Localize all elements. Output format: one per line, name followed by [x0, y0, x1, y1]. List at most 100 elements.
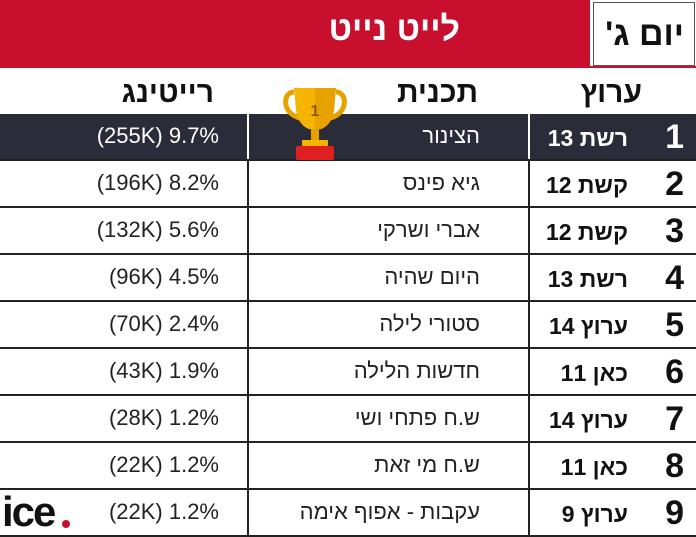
rank-number: 9 — [665, 494, 684, 532]
rank-cell: 5 — [646, 302, 696, 347]
row-separator — [0, 300, 696, 302]
rank-cell: 6 — [646, 349, 696, 394]
ratings-table: 1 רשת 13 הצינור (255K) 9.7% 2 קשת 12 גיא פינס (… — [0, 114, 696, 537]
program-name: סטורי לילה — [379, 311, 480, 336]
program-cell: ש.ח פתחי ושי — [249, 396, 528, 441]
header-divider — [0, 66, 696, 68]
rating-cell: (96K) 4.5% — [0, 255, 247, 300]
rating-cell: (43K) 1.9% — [0, 349, 247, 394]
network-name: כאן 11 — [560, 360, 628, 386]
program-cell: אברי ושרקי — [249, 208, 528, 253]
row-separator — [0, 206, 696, 208]
network-cell: קשת 12 — [530, 161, 646, 206]
column-divider — [528, 255, 530, 302]
column-divider — [247, 302, 249, 349]
column-divider — [528, 161, 530, 208]
rating-cell: (196K) 8.2% — [0, 161, 247, 206]
rating-cell: (132K) 5.6% — [0, 208, 247, 253]
program-name: היום שהיה — [384, 264, 480, 289]
table-row: 9 ערוץ 9 עקבות - אפוף אימה (22K) 1.2% — [0, 490, 696, 537]
header-title-banner: לייט נייט — [0, 0, 590, 66]
rating-value: (43K) 1.9% — [108, 358, 219, 383]
column-header-program: תכנית — [396, 76, 478, 109]
rating-value: (70K) 2.4% — [108, 311, 219, 336]
rank-number: 2 — [665, 165, 684, 203]
column-divider — [247, 161, 249, 208]
header-bar: לייט נייט יום ג' — [0, 0, 696, 68]
column-divider — [247, 114, 249, 161]
column-divider — [247, 255, 249, 302]
network-name: ערוץ 9 — [561, 501, 628, 527]
program-cell: עקבות - אפוף אימה — [249, 490, 528, 535]
header-day: יום ג' — [605, 15, 684, 53]
rating-value: (196K) 8.2% — [96, 170, 219, 195]
program-name: הצינור — [422, 123, 480, 148]
network-name: קשת 12 — [545, 219, 628, 245]
rating-cell: (255K) 9.7% — [0, 114, 247, 159]
network-name: ערוץ 14 — [548, 407, 628, 433]
row-separator — [0, 159, 696, 161]
table-row: 3 קשת 12 אברי ושרקי (132K) 5.6% — [0, 208, 696, 255]
column-divider — [247, 490, 249, 537]
network-name: כאן 11 — [560, 454, 628, 480]
column-divider — [247, 443, 249, 490]
ice-logo: ice — [2, 488, 70, 532]
rank-cell: 1 — [646, 114, 696, 159]
column-divider — [528, 396, 530, 443]
row-separator — [0, 488, 696, 490]
program-cell: הצינור — [249, 114, 528, 159]
table-row: 6 כאן 11 חדשות הלילה (43K) 1.9% — [0, 349, 696, 396]
network-cell: ערוץ 9 — [530, 490, 646, 535]
table-row: 7 ערוץ 14 ש.ח פתחי ושי (28K) 1.2% — [0, 396, 696, 443]
header-day-box: יום ג' — [593, 2, 695, 66]
column-divider — [247, 349, 249, 396]
column-divider — [528, 490, 530, 537]
table-row: 5 ערוץ 14 סטורי לילה (70K) 2.4% — [0, 302, 696, 349]
rank-cell: 2 — [646, 161, 696, 206]
program-cell: גיא פינס — [249, 161, 528, 206]
network-cell: ערוץ 14 — [530, 396, 646, 441]
rank-number: 4 — [665, 259, 684, 297]
network-name: רשת 13 — [547, 125, 628, 151]
rating-cell: (28K) 1.2% — [0, 396, 247, 441]
program-cell: חדשות הלילה — [249, 349, 528, 394]
column-divider — [528, 349, 530, 396]
row-separator — [0, 253, 696, 255]
column-divider — [247, 208, 249, 255]
program-cell: סטורי לילה — [249, 302, 528, 347]
rank-cell: 9 — [646, 490, 696, 535]
column-header-network: ערוץ — [580, 76, 642, 109]
rank-cell: 3 — [646, 208, 696, 253]
rank-number: 6 — [665, 353, 684, 391]
header-title: לייט נייט — [328, 10, 460, 48]
row-separator — [0, 394, 696, 396]
program-name: ש.ח פתחי ושי — [354, 405, 480, 430]
network-cell: ערוץ 14 — [530, 302, 646, 347]
network-cell: כאן 11 — [530, 443, 646, 488]
rank-cell: 8 — [646, 443, 696, 488]
table-row: 2 קשת 12 גיא פינס (196K) 8.2% — [0, 161, 696, 208]
rating-value: (96K) 4.5% — [108, 264, 219, 289]
rank-number: 8 — [665, 447, 684, 485]
rating-value: (22K) 1.2% — [108, 499, 219, 524]
network-name: ערוץ 14 — [548, 313, 628, 339]
rank-cell: 4 — [646, 255, 696, 300]
rank-number: 3 — [665, 212, 684, 250]
program-cell: היום שהיה — [249, 255, 528, 300]
network-cell: רשת 13 — [530, 114, 646, 159]
network-cell: קשת 12 — [530, 208, 646, 253]
column-divider — [528, 443, 530, 490]
column-divider — [528, 114, 530, 161]
logo-text: ice — [2, 488, 55, 532]
program-name: ש.ח מי זאת — [374, 452, 480, 477]
table-row: 1 רשת 13 הצינור (255K) 9.7% — [0, 114, 696, 161]
rating-cell: (22K) 1.2% — [0, 443, 247, 488]
table-row: 8 כאן 11 ש.ח מי זאת (22K) 1.2% — [0, 443, 696, 490]
rating-value: (132K) 5.6% — [96, 217, 219, 242]
program-name: חדשות הלילה — [353, 358, 480, 383]
rating-value: (22K) 1.2% — [108, 452, 219, 477]
network-name: רשת 13 — [547, 266, 628, 292]
rank-number: 1 — [665, 118, 684, 156]
network-cell: רשת 13 — [530, 255, 646, 300]
row-separator — [0, 347, 696, 349]
